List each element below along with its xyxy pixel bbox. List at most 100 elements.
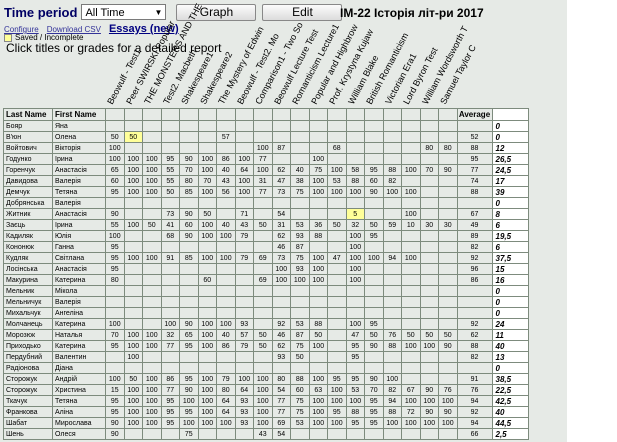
grade-cell[interactable]: 85 [179,252,199,264]
grade-cell[interactable] [438,307,458,319]
grade-cell[interactable]: 100 [308,186,328,198]
grade-cell[interactable]: 100 [197,340,217,352]
grade-cell[interactable]: 100 [216,417,236,429]
grade-cell[interactable]: 100 [253,406,273,418]
grade-cell[interactable]: 100 [234,186,254,198]
grade-cell[interactable] [160,362,180,374]
grade-cell[interactable] [234,296,254,308]
grade-cell[interactable]: 93 [234,417,254,429]
grade-cell[interactable] [234,351,254,363]
average-cell[interactable] [456,197,493,209]
grade-cell[interactable] [142,263,162,275]
grade-cell[interactable] [401,153,421,165]
grade-cell[interactable]: 88 [382,340,402,352]
grade-cell[interactable]: 75 [179,428,199,440]
grade-cell[interactable]: 80 [105,274,125,286]
grade-cell[interactable] [438,175,458,187]
grade-cell[interactable]: 100 [216,230,236,242]
grade-cell[interactable]: 100 [419,395,439,407]
grade-cell[interactable]: 100 [308,406,328,418]
grade-cell[interactable]: 64 [216,406,236,418]
grade-cell[interactable]: 86 [216,153,236,165]
grade-cell[interactable]: 100 [308,252,328,264]
download-csv-link[interactable]: Download CSV [46,25,101,34]
grade-cell[interactable] [234,263,254,275]
grade-cell[interactable]: 60 [197,274,217,286]
grade-cell[interactable] [142,142,162,154]
grade-cell[interactable] [382,296,402,308]
grade-cell[interactable]: 95 [364,230,384,242]
grade-cell[interactable] [142,362,162,374]
grade-cell[interactable]: 88 [345,406,365,418]
grade-cell[interactable] [345,153,365,165]
grade-cell[interactable]: 10 [401,219,421,231]
grade-cell[interactable] [419,318,439,330]
grade-cell[interactable] [160,263,180,275]
grade-cell[interactable] [382,241,402,253]
grade-cell[interactable]: 88 [308,230,328,242]
grade-cell[interactable]: 100 [401,208,421,220]
average-cell[interactable]: 92 [456,252,493,264]
grade-cell[interactable] [197,296,217,308]
grade-cell[interactable] [142,307,162,319]
grade-cell[interactable]: 90 [179,384,199,396]
grade-cell[interactable]: 80 [179,175,199,187]
grade-cell[interactable] [308,307,328,319]
grade-cell[interactable]: 77 [160,384,180,396]
average-cell[interactable] [456,307,493,319]
grade-cell[interactable] [419,296,439,308]
grade-cell[interactable] [401,175,421,187]
grade-cell[interactable]: 60 [364,175,384,187]
grade-cell[interactable] [253,351,273,363]
grade-cell[interactable]: 77 [253,153,273,165]
grade-cell[interactable] [382,285,402,297]
grade-cell[interactable]: 100 [123,219,143,231]
grade-cell[interactable]: 100 [327,384,347,396]
average-cell[interactable]: 62 [456,329,493,341]
grade-cell[interactable]: 100 [123,395,143,407]
grade-cell[interactable]: 30 [438,219,458,231]
average-cell[interactable] [456,362,493,374]
grade-cell[interactable]: 59 [382,219,402,231]
grade-cell[interactable]: 100 [197,417,217,429]
grade-cell[interactable]: 50 [290,351,310,363]
grade-cell[interactable]: 100 [142,384,162,396]
grade-cell[interactable]: 100 [401,340,421,352]
grade-cell[interactable]: 100 [160,318,180,330]
grade-cell[interactable]: 100 [179,395,199,407]
grade-cell[interactable] [401,274,421,286]
grade-cell[interactable] [419,252,439,264]
grade-cell[interactable] [179,263,199,275]
grade-cell[interactable] [160,285,180,297]
grade-cell[interactable]: 82 [382,175,402,187]
grade-cell[interactable]: 90 [419,406,439,418]
grade-cell[interactable]: 43 [216,175,236,187]
grade-cell[interactable] [364,153,384,165]
grade-cell[interactable] [327,362,347,374]
grade-cell[interactable]: 100 [123,329,143,341]
average-cell[interactable]: 49 [456,219,493,231]
grade-cell[interactable] [308,131,328,143]
grade-cell[interactable] [308,241,328,253]
grade-cell[interactable]: 77 [253,186,273,198]
grade-cell[interactable] [419,307,439,319]
grade-cell[interactable] [253,318,273,330]
grade-cell[interactable]: 53 [345,384,365,396]
grade-cell[interactable] [123,263,143,275]
grade-cell[interactable]: 93 [290,230,310,242]
grade-cell[interactable]: 80 [216,384,236,396]
grade-cell[interactable]: 100 [271,263,291,275]
grade-cell[interactable] [253,208,273,220]
average-cell[interactable]: 96 [456,263,493,275]
grade-cell[interactable] [364,307,384,319]
grade-cell[interactable]: 100 [308,395,328,407]
grade-cell[interactable] [142,208,162,220]
grade-cell[interactable] [401,142,421,154]
grade-cell[interactable]: 100 [142,153,162,165]
grade-cell[interactable] [290,197,310,209]
grade-cell[interactable] [419,428,439,440]
grade-cell[interactable]: 68 [327,142,347,154]
grade-cell[interactable] [419,131,439,143]
grade-cell[interactable] [401,318,421,330]
grade-cell[interactable] [271,153,291,165]
